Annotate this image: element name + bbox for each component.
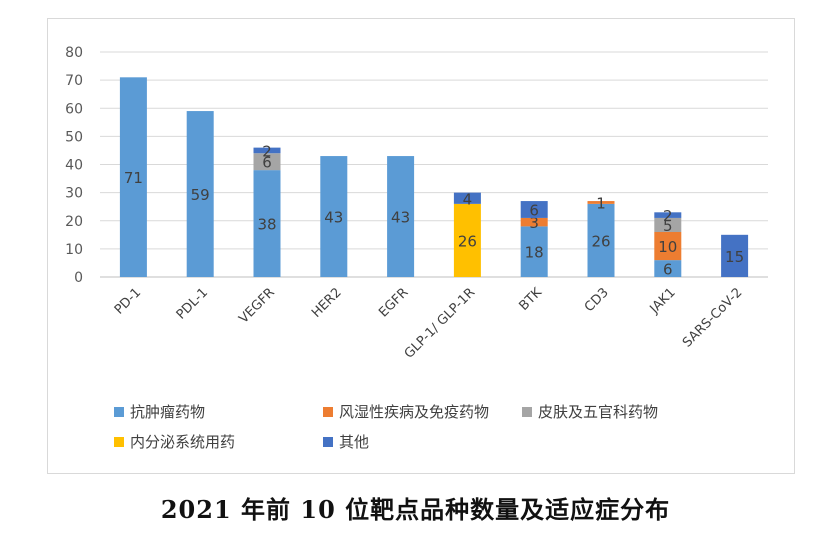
y-tick-label: 20 <box>65 214 83 230</box>
x-tick-label: PD-1 <box>112 285 144 317</box>
bar-segment <box>453 203 481 277</box>
y-tick-label: 10 <box>65 242 83 258</box>
bar-segment <box>654 212 682 218</box>
data-label: 2 <box>262 142 272 160</box>
legend-label: 风湿性疾病及免疫药物 <box>339 403 489 421</box>
bar-segment <box>253 147 281 154</box>
bar-segment <box>520 226 548 277</box>
bar-segment <box>253 153 281 171</box>
x-tick-label: BTK <box>516 285 545 314</box>
data-label: 18 <box>525 244 544 262</box>
chart-frame: 0 10 20 30 40 50 60 70 80 71 PD-1 59 PDL-1 38 6 2 VEGFR 4… <box>47 18 795 474</box>
data-label: 38 <box>257 216 276 234</box>
bar-segment <box>587 201 615 204</box>
x-tick-label: SARS-CoV-2 <box>680 285 745 350</box>
data-label: 59 <box>191 186 210 204</box>
data-label: 10 <box>658 238 677 256</box>
legend-swatch <box>114 437 124 447</box>
legend-swatch <box>522 407 532 417</box>
x-tick-label: VEGFR <box>236 285 278 327</box>
data-label: 6 <box>262 154 272 172</box>
bar-segment <box>654 232 682 261</box>
legend-swatch <box>323 437 333 447</box>
bar-segment <box>453 192 481 204</box>
y-tick-label: 70 <box>65 73 83 89</box>
x-tick-label: GLP-1/ GLP-1R <box>402 285 479 362</box>
data-label: 71 <box>124 169 143 187</box>
legend-swatch <box>114 407 124 417</box>
data-label: 2 <box>663 207 673 225</box>
bar-segment <box>587 203 615 277</box>
data-label: 6 <box>529 202 539 220</box>
bar-segment <box>186 111 214 277</box>
chart-caption: 2021 年前 10 位靶点品种数量及适应症分布 <box>160 495 671 524</box>
bar-segment <box>654 217 682 232</box>
data-label: 4 <box>463 190 473 208</box>
legend-label: 其他 <box>339 433 369 451</box>
data-label: 5 <box>663 217 673 235</box>
bar-segment <box>387 156 415 277</box>
bar-segment <box>721 234 749 277</box>
x-tick-label: PDL-1 <box>174 285 211 322</box>
x-tick-label: CD3 <box>582 285 612 315</box>
x-tick-label: HER2 <box>309 285 345 321</box>
y-tick-label: 0 <box>74 270 83 286</box>
y-tick-label: 60 <box>65 101 83 117</box>
x-tick-label: EGFR <box>376 285 411 320</box>
legend-label: 抗肿瘤药物 <box>130 403 205 421</box>
bar-segment <box>253 170 281 277</box>
data-label: 3 <box>529 214 539 232</box>
bar-segment <box>119 77 147 277</box>
data-label: 1 <box>596 194 606 212</box>
data-label: 26 <box>458 232 477 250</box>
data-label: 6 <box>663 261 673 279</box>
y-tick-label: 80 <box>65 45 83 61</box>
data-label: 43 <box>324 209 343 227</box>
x-tick-label: JAK1 <box>647 285 679 317</box>
chart-svg: 0102030405060708071PD-159PDL-13862VEGFR4… <box>65 45 768 451</box>
bar-segment <box>520 217 548 227</box>
data-label: 43 <box>391 209 410 227</box>
y-tick-label: 50 <box>65 129 83 145</box>
data-label: 15 <box>725 248 744 266</box>
bar-segment <box>654 260 682 277</box>
y-tick-label: 40 <box>65 158 83 174</box>
legend-label: 皮肤及五官科药物 <box>538 403 658 421</box>
data-label: 26 <box>591 232 610 250</box>
bar-segment <box>320 156 348 277</box>
bar-segment <box>520 201 548 218</box>
y-tick-label: 30 <box>65 186 83 202</box>
legend-label: 内分泌系统用药 <box>130 433 235 451</box>
legend-swatch <box>323 407 333 417</box>
